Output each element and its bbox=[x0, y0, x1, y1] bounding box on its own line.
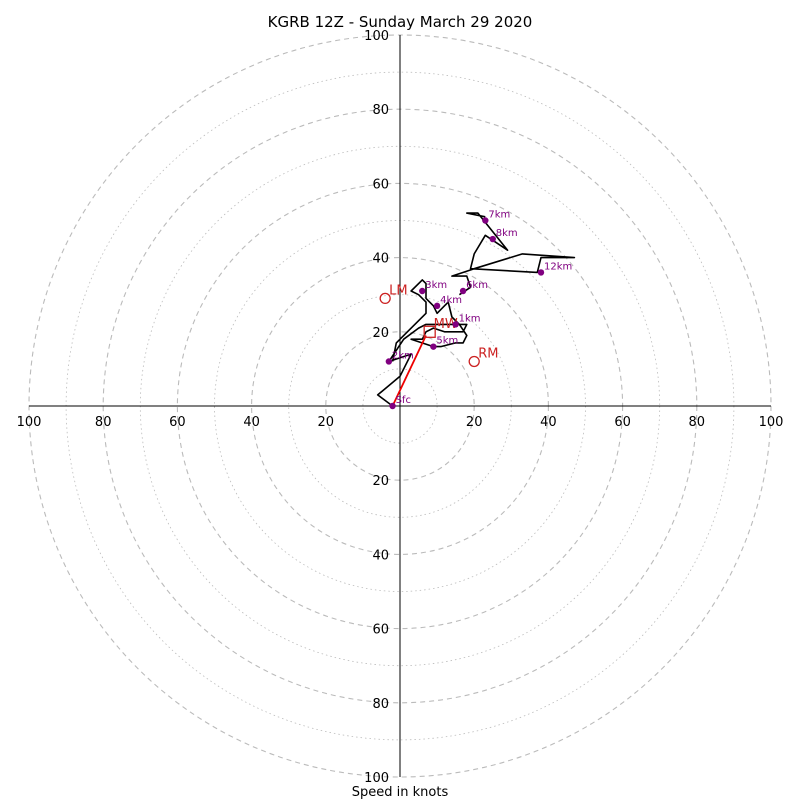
tick-x-pos: 40 bbox=[540, 415, 557, 430]
height-point-2km bbox=[385, 358, 393, 365]
tick-labels: 20 20 20 20 40 40 40 40 60 60 60 60 80 80 80 80 100 100 10… bbox=[17, 29, 784, 786]
axes bbox=[29, 35, 771, 777]
height-point-6km bbox=[459, 287, 467, 295]
tick-x-neg: 40 bbox=[243, 415, 260, 430]
height-label-4km: 4km bbox=[440, 295, 462, 306]
tick-x-neg: 20 bbox=[318, 415, 335, 430]
wind-profile-line bbox=[376, 279, 468, 407]
marker-label-mw: MW bbox=[434, 317, 458, 332]
tick-y-pos: 100 bbox=[364, 29, 389, 44]
tick-y-pos: 20 bbox=[372, 326, 389, 341]
height-label-7km: 7km bbox=[488, 210, 510, 221]
tick-x-neg: 60 bbox=[169, 415, 186, 430]
height-point-12km bbox=[537, 269, 545, 276]
height-point-8km bbox=[489, 235, 496, 243]
height-points: Sfc 1km 2km 3km 4km 5km 6km 7km 8km 12km bbox=[385, 210, 572, 410]
tick-y-neg: 40 bbox=[372, 548, 389, 563]
height-label-6km: 6km bbox=[466, 280, 488, 291]
height-point-1km bbox=[452, 321, 459, 328]
mean-wind-vector bbox=[391, 335, 427, 407]
x-axis-label: Speed in knots bbox=[352, 785, 449, 800]
marker-mw bbox=[423, 325, 436, 338]
tick-x-pos: 20 bbox=[466, 415, 483, 430]
upper-profile-line bbox=[451, 212, 576, 296]
height-label-1km: 1km bbox=[459, 313, 481, 324]
height-point-5km bbox=[430, 343, 437, 350]
marker-label-lm: LM bbox=[389, 283, 407, 298]
tick-x-neg: 100 bbox=[17, 415, 42, 430]
height-label-2km: 2km bbox=[392, 350, 414, 361]
height-point-4km bbox=[433, 302, 441, 310]
tick-y-neg: 80 bbox=[372, 697, 389, 712]
tick-y-pos: 80 bbox=[372, 103, 389, 118]
tick-y-neg: 60 bbox=[372, 623, 389, 638]
height-label-sfc: Sfc bbox=[396, 395, 411, 406]
marker-label-rm: RM bbox=[478, 346, 498, 361]
tick-x-neg: 80 bbox=[95, 415, 112, 430]
tick-y-pos: 40 bbox=[372, 252, 389, 267]
marker-lm bbox=[379, 292, 391, 305]
tick-x-pos: 100 bbox=[759, 415, 784, 430]
height-point-sfc bbox=[389, 402, 396, 410]
wind-profile bbox=[376, 212, 576, 407]
marker-rm bbox=[468, 355, 480, 368]
tick-x-pos: 60 bbox=[614, 415, 631, 430]
tick-y-pos: 60 bbox=[372, 177, 389, 192]
tick-x-pos: 80 bbox=[689, 415, 706, 430]
tick-y-neg: 100 bbox=[364, 771, 389, 786]
height-label-8km: 8km bbox=[496, 228, 518, 239]
storm-motion-markers: LM RM MW bbox=[379, 283, 498, 368]
chart-title: KGRB 12Z - Sunday March 29 2020 bbox=[268, 13, 533, 31]
height-point-3km bbox=[419, 287, 426, 295]
height-label-5km: 5km bbox=[436, 336, 458, 347]
mean-wind-line bbox=[391, 335, 427, 407]
height-label-3km: 3km bbox=[425, 280, 447, 291]
tick-y-neg: 20 bbox=[372, 474, 389, 489]
height-label-12km: 12km bbox=[544, 261, 572, 272]
height-point-7km bbox=[482, 217, 489, 224]
